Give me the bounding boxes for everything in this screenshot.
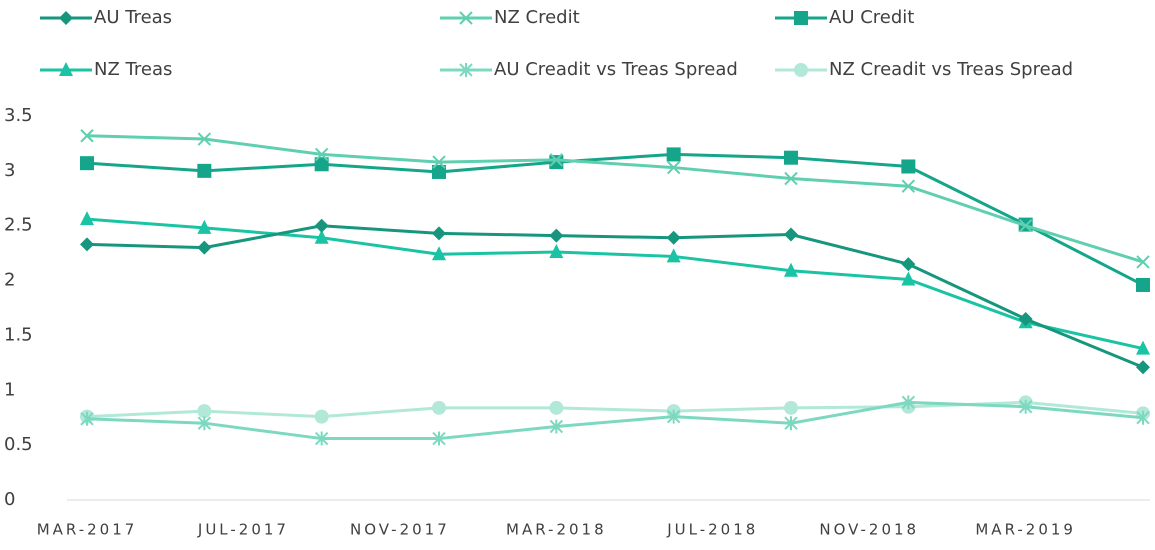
series-line — [86, 224, 1144, 369]
marker — [784, 227, 798, 242]
y-tick-label: 0 — [4, 489, 15, 510]
x-tick-label: JUL-2018 — [666, 521, 758, 539]
marker — [901, 395, 916, 410]
series-line — [86, 134, 1144, 264]
y-tick-label: 1 — [4, 379, 15, 400]
marker — [666, 160, 681, 175]
marker — [549, 244, 564, 259]
marker — [197, 132, 212, 146]
y-tick-label: 1.5 — [4, 324, 33, 345]
marker — [666, 409, 681, 424]
y-tick-label: 3.5 — [4, 105, 33, 126]
marker — [549, 155, 564, 170]
marker — [784, 262, 798, 277]
marker — [432, 164, 446, 179]
marker — [784, 400, 798, 415]
marker — [549, 228, 564, 243]
series-line — [86, 217, 1144, 351]
marker — [80, 237, 94, 252]
marker — [1136, 277, 1150, 292]
marker — [549, 400, 564, 415]
marker — [784, 150, 798, 165]
marker — [666, 230, 681, 245]
marker — [432, 431, 446, 446]
marker — [901, 257, 916, 272]
marker — [80, 411, 94, 426]
marker — [1018, 219, 1033, 233]
marker — [80, 156, 94, 171]
marker — [80, 211, 94, 226]
y-tick-label: 3 — [4, 160, 15, 181]
legend-label: AU Treas — [94, 7, 172, 28]
marker — [666, 248, 681, 263]
marker — [432, 246, 446, 261]
marker — [549, 153, 564, 167]
marker — [901, 271, 916, 286]
marker — [314, 147, 329, 162]
series-line — [86, 152, 1144, 287]
marker — [549, 419, 564, 434]
legend-marker — [794, 63, 808, 77]
x-tick-label: MAR-2017 — [37, 521, 138, 539]
legend-marker — [59, 62, 73, 76]
marker — [432, 226, 446, 241]
x-tick-label: JUL-2017 — [197, 521, 289, 539]
marker — [432, 155, 446, 169]
legend-label: NZ Creadit vs Treas Spread — [829, 59, 1073, 80]
y-tick-label: 0.5 — [4, 434, 33, 455]
marker — [432, 400, 446, 415]
x-tick-label: NOV-2017 — [350, 521, 450, 539]
marker — [901, 159, 916, 174]
marker — [1136, 360, 1150, 375]
marker — [314, 431, 329, 446]
marker — [197, 219, 212, 234]
y-tick-label: 2.5 — [4, 215, 33, 236]
y-tick-label: 2 — [4, 270, 15, 291]
marker — [1136, 340, 1150, 355]
marker — [1018, 399, 1033, 414]
legend-label: AU Credit — [829, 7, 914, 28]
marker — [197, 404, 212, 419]
legend-marker — [794, 11, 808, 25]
x-tick-label: NOV-2018 — [819, 521, 919, 539]
legend-marker — [59, 11, 73, 25]
marker — [314, 229, 329, 244]
legend-label: AU Creadit vs Treas Spread — [494, 59, 738, 80]
series-line — [86, 400, 1144, 441]
marker — [784, 171, 798, 186]
legend-marker — [459, 11, 473, 25]
marker — [80, 129, 94, 143]
legend-label: NZ Treas — [94, 59, 172, 80]
marker — [197, 163, 212, 178]
marker — [666, 147, 681, 162]
marker — [314, 218, 329, 233]
marker — [901, 179, 916, 193]
x-tick-label: MAR-2018 — [506, 521, 607, 539]
marker — [1136, 410, 1150, 425]
marker — [1136, 255, 1150, 269]
marker — [1018, 311, 1033, 326]
legend-label: NZ Credit — [494, 7, 580, 28]
legend-marker — [459, 63, 473, 77]
marker — [197, 416, 212, 431]
marker — [314, 409, 329, 424]
marker — [784, 416, 798, 431]
marker — [197, 240, 212, 255]
marker — [314, 157, 329, 172]
x-tick-label: MAR-2019 — [975, 521, 1076, 539]
